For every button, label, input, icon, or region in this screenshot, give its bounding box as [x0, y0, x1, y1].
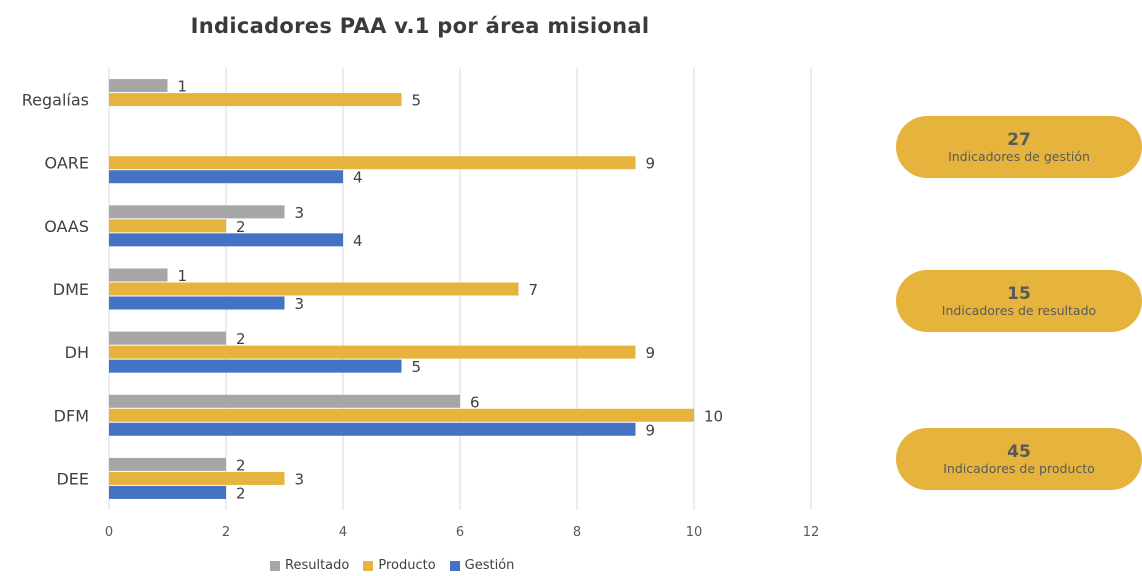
bar-producto: [109, 156, 636, 170]
summary-value: 27: [1007, 129, 1031, 150]
x-tick-label: 0: [105, 525, 113, 540]
category-label: OAAS: [44, 217, 89, 236]
data-label: 6: [470, 393, 480, 411]
bar-gestión: [109, 359, 402, 373]
bar-producto: [109, 345, 636, 359]
data-label: 1: [178, 78, 188, 96]
bar-producto: [109, 219, 226, 233]
bar-resultado: [109, 331, 226, 345]
category-label: DH: [65, 343, 89, 362]
bar-producto: [109, 282, 519, 296]
legend-swatch-resultado: [270, 560, 280, 571]
data-label: 4: [353, 232, 363, 250]
data-label: 7: [529, 281, 539, 299]
category-label: DEE: [56, 469, 89, 488]
bar-gestión: [109, 233, 343, 247]
data-label: 2: [236, 456, 246, 474]
legend-item-producto: Producto: [363, 558, 436, 573]
legend-swatch-producto: [363, 560, 374, 571]
x-tick-label: 4: [339, 525, 347, 540]
summary-label: Indicadores de resultado: [941, 302, 1097, 318]
category-label: DME: [53, 280, 89, 299]
chart-title: Indicadores PAA v.1 por área misional: [190, 14, 650, 38]
bar-resultado: [109, 205, 285, 219]
summary-value: 15: [1007, 283, 1031, 304]
legend-item-gestion: Gestión: [449, 558, 515, 573]
bar-gestión: [109, 296, 285, 310]
bar-gestión: [109, 485, 226, 499]
category-label: Regalías: [22, 91, 89, 110]
bar-resultado: [109, 268, 168, 282]
bar-gestión: [109, 170, 343, 184]
bar-producto: [109, 93, 402, 107]
legend-label-resultado: Resultado: [285, 558, 350, 573]
data-label: 9: [646, 421, 656, 439]
summary-pill-resultado: 15 Indicadores de resultado: [896, 270, 1142, 332]
x-tick-label: 10: [686, 525, 703, 540]
data-label: 9: [646, 155, 656, 173]
summary-pill-producto: 45 Indicadores de producto: [896, 428, 1142, 490]
x-tick-label: 2: [222, 525, 230, 540]
data-label: 2: [236, 330, 246, 348]
data-label: 4: [353, 169, 363, 187]
data-label: 2: [236, 484, 246, 502]
bar-chart: 0 2 4 6 8 10 12 Regalías 1 5 OARE 9 4 OAAS 3 2 4 DME 1 7 3 DH…: [22, 68, 820, 540]
chart-legend: Resultado Producto Gestión: [270, 558, 514, 573]
x-tick-label: 6: [456, 525, 464, 540]
bar-producto: [109, 408, 694, 422]
summary-value: 45: [1007, 441, 1031, 462]
summary-label: Indicadores de gestión: [948, 148, 1090, 164]
legend-label-gestion: Gestión: [464, 558, 515, 573]
data-label: 1: [178, 267, 188, 285]
x-tick-label: 12: [803, 525, 820, 540]
bar-gestión: [109, 422, 636, 436]
bar-producto: [109, 471, 285, 485]
bar-resultado: [109, 457, 226, 471]
x-tick-label: 8: [573, 525, 581, 540]
data-label: 3: [295, 295, 305, 313]
data-label: 9: [646, 344, 656, 362]
legend-label-producto: Producto: [378, 558, 436, 573]
bar-resultado: [109, 79, 168, 93]
data-label: 3: [295, 470, 305, 488]
data-label: 10: [704, 407, 723, 425]
legend-item-resultado: Resultado: [270, 558, 349, 573]
category-label: OARE: [45, 154, 89, 173]
legend-swatch-gestion: [449, 560, 460, 571]
summary-label: Indicadores de producto: [943, 460, 1095, 476]
bar-resultado: [109, 394, 460, 408]
summary-pill-gestion: 27 Indicadores de gestión: [896, 116, 1142, 178]
data-label: 3: [295, 204, 305, 222]
data-label: 5: [412, 92, 422, 110]
data-label: 5: [412, 358, 422, 376]
category-label: DFM: [54, 406, 89, 425]
data-label: 2: [236, 218, 246, 236]
